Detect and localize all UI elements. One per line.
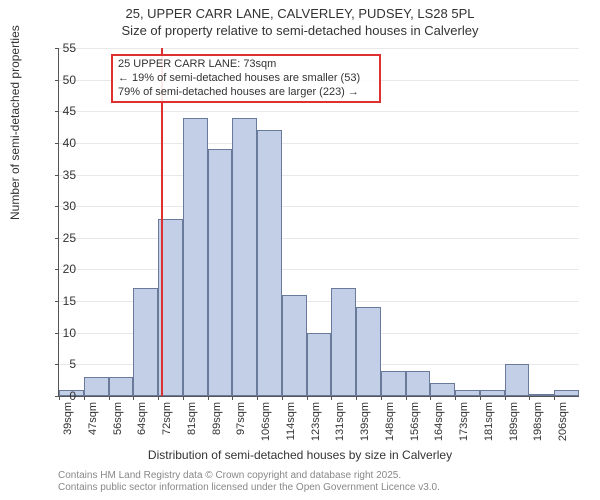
xtick-mark: [356, 396, 357, 400]
xtick-label: 198sqm: [532, 402, 544, 441]
xtick-label: 206sqm: [557, 402, 569, 441]
histogram-bar: [133, 288, 158, 396]
xtick-mark: [282, 396, 283, 400]
histogram-bar: [480, 390, 505, 396]
histogram-bar: [455, 390, 480, 396]
annotation-line1: 25 UPPER CARR LANE: 73sqm: [118, 58, 374, 72]
histogram-bar: [183, 118, 208, 396]
ytick-label: 40: [48, 136, 76, 150]
xtick-label: 97sqm: [235, 402, 247, 435]
gridline: [59, 143, 579, 144]
xtick-label: 181sqm: [483, 402, 495, 441]
ytick-label: 35: [48, 168, 76, 182]
histogram-bar: [554, 390, 579, 396]
xtick-label: 56sqm: [112, 402, 124, 435]
histogram-bar: [406, 371, 431, 396]
xtick-label: 148sqm: [384, 402, 396, 441]
x-axis-label: Distribution of semi-detached houses by …: [0, 448, 600, 462]
ytick-label: 55: [48, 41, 76, 55]
gridline: [59, 206, 579, 207]
xtick-label: 47sqm: [87, 402, 99, 435]
xtick-label: 173sqm: [458, 402, 470, 441]
xtick-mark: [307, 396, 308, 400]
histogram-bar: [282, 295, 307, 396]
histogram-bar: [208, 149, 233, 396]
footer-line1: Contains HM Land Registry data © Crown c…: [58, 470, 440, 482]
histogram-bar: [109, 377, 134, 396]
histogram-bar: [356, 307, 381, 396]
histogram-bar: [430, 383, 455, 396]
xtick-mark: [208, 396, 209, 400]
xtick-mark: [381, 396, 382, 400]
xtick-mark: [430, 396, 431, 400]
histogram-bar: [84, 377, 109, 396]
ytick-label: 15: [48, 294, 76, 308]
chart-title-main: 25, UPPER CARR LANE, CALVERLEY, PUDSEY, …: [0, 6, 600, 21]
xtick-label: 81sqm: [186, 402, 198, 435]
xtick-mark: [158, 396, 159, 400]
xtick-label: 89sqm: [211, 402, 223, 435]
plot-area: 25 UPPER CARR LANE: 73sqm ← 19% of semi-…: [58, 48, 579, 397]
ytick-label: 30: [48, 199, 76, 213]
xtick-mark: [455, 396, 456, 400]
xtick-label: 64sqm: [136, 402, 148, 435]
annotation-line2: ← 19% of semi-detached houses are smalle…: [118, 72, 374, 86]
histogram-bar: [505, 364, 530, 396]
xtick-label: 164sqm: [433, 402, 445, 441]
y-axis-label: Number of semi-detached properties: [8, 25, 22, 220]
ytick-label: 10: [48, 326, 76, 340]
xtick-mark: [183, 396, 184, 400]
gridline: [59, 48, 579, 49]
gridline: [59, 238, 579, 239]
xtick-mark: [406, 396, 407, 400]
footer-line2: Contains public sector information licen…: [58, 482, 440, 494]
xtick-mark: [257, 396, 258, 400]
xtick-label: 131sqm: [334, 402, 346, 441]
ytick-label: 50: [48, 73, 76, 87]
xtick-mark: [331, 396, 332, 400]
histogram-bar: [307, 333, 332, 396]
chart-title-sub: Size of property relative to semi-detach…: [0, 23, 600, 38]
xtick-label: 139sqm: [359, 402, 371, 441]
xtick-mark: [109, 396, 110, 400]
footer-text: Contains HM Land Registry data © Crown c…: [58, 470, 440, 494]
xtick-label: 106sqm: [260, 402, 272, 441]
histogram-bar: [257, 130, 282, 396]
xtick-mark: [554, 396, 555, 400]
xtick-label: 123sqm: [310, 402, 322, 441]
xtick-mark: [480, 396, 481, 400]
gridline: [59, 269, 579, 270]
xtick-label: 114sqm: [285, 402, 297, 440]
gridline: [59, 175, 579, 176]
xtick-mark: [84, 396, 85, 400]
histogram-bar: [529, 394, 554, 396]
xtick-label: 72sqm: [161, 402, 173, 435]
annotation-line3: 79% of semi-detached houses are larger (…: [118, 86, 374, 100]
ytick-label: 45: [48, 104, 76, 118]
ytick-label: 20: [48, 262, 76, 276]
xtick-mark: [505, 396, 506, 400]
xtick-label: 156sqm: [409, 402, 421, 441]
ytick-label: 25: [48, 231, 76, 245]
histogram-bar: [381, 371, 406, 396]
xtick-mark: [133, 396, 134, 400]
chart-container: 25, UPPER CARR LANE, CALVERLEY, PUDSEY, …: [0, 0, 600, 500]
annotation-box: 25 UPPER CARR LANE: 73sqm ← 19% of semi-…: [111, 54, 381, 103]
ytick-label: 0: [48, 389, 76, 403]
xtick-mark: [232, 396, 233, 400]
ytick-label: 5: [48, 357, 76, 371]
xtick-label: 189sqm: [508, 402, 520, 441]
gridline: [59, 111, 579, 112]
xtick-label: 39sqm: [62, 402, 74, 435]
histogram-bar: [232, 118, 257, 396]
xtick-mark: [529, 396, 530, 400]
histogram-bar: [331, 288, 356, 396]
